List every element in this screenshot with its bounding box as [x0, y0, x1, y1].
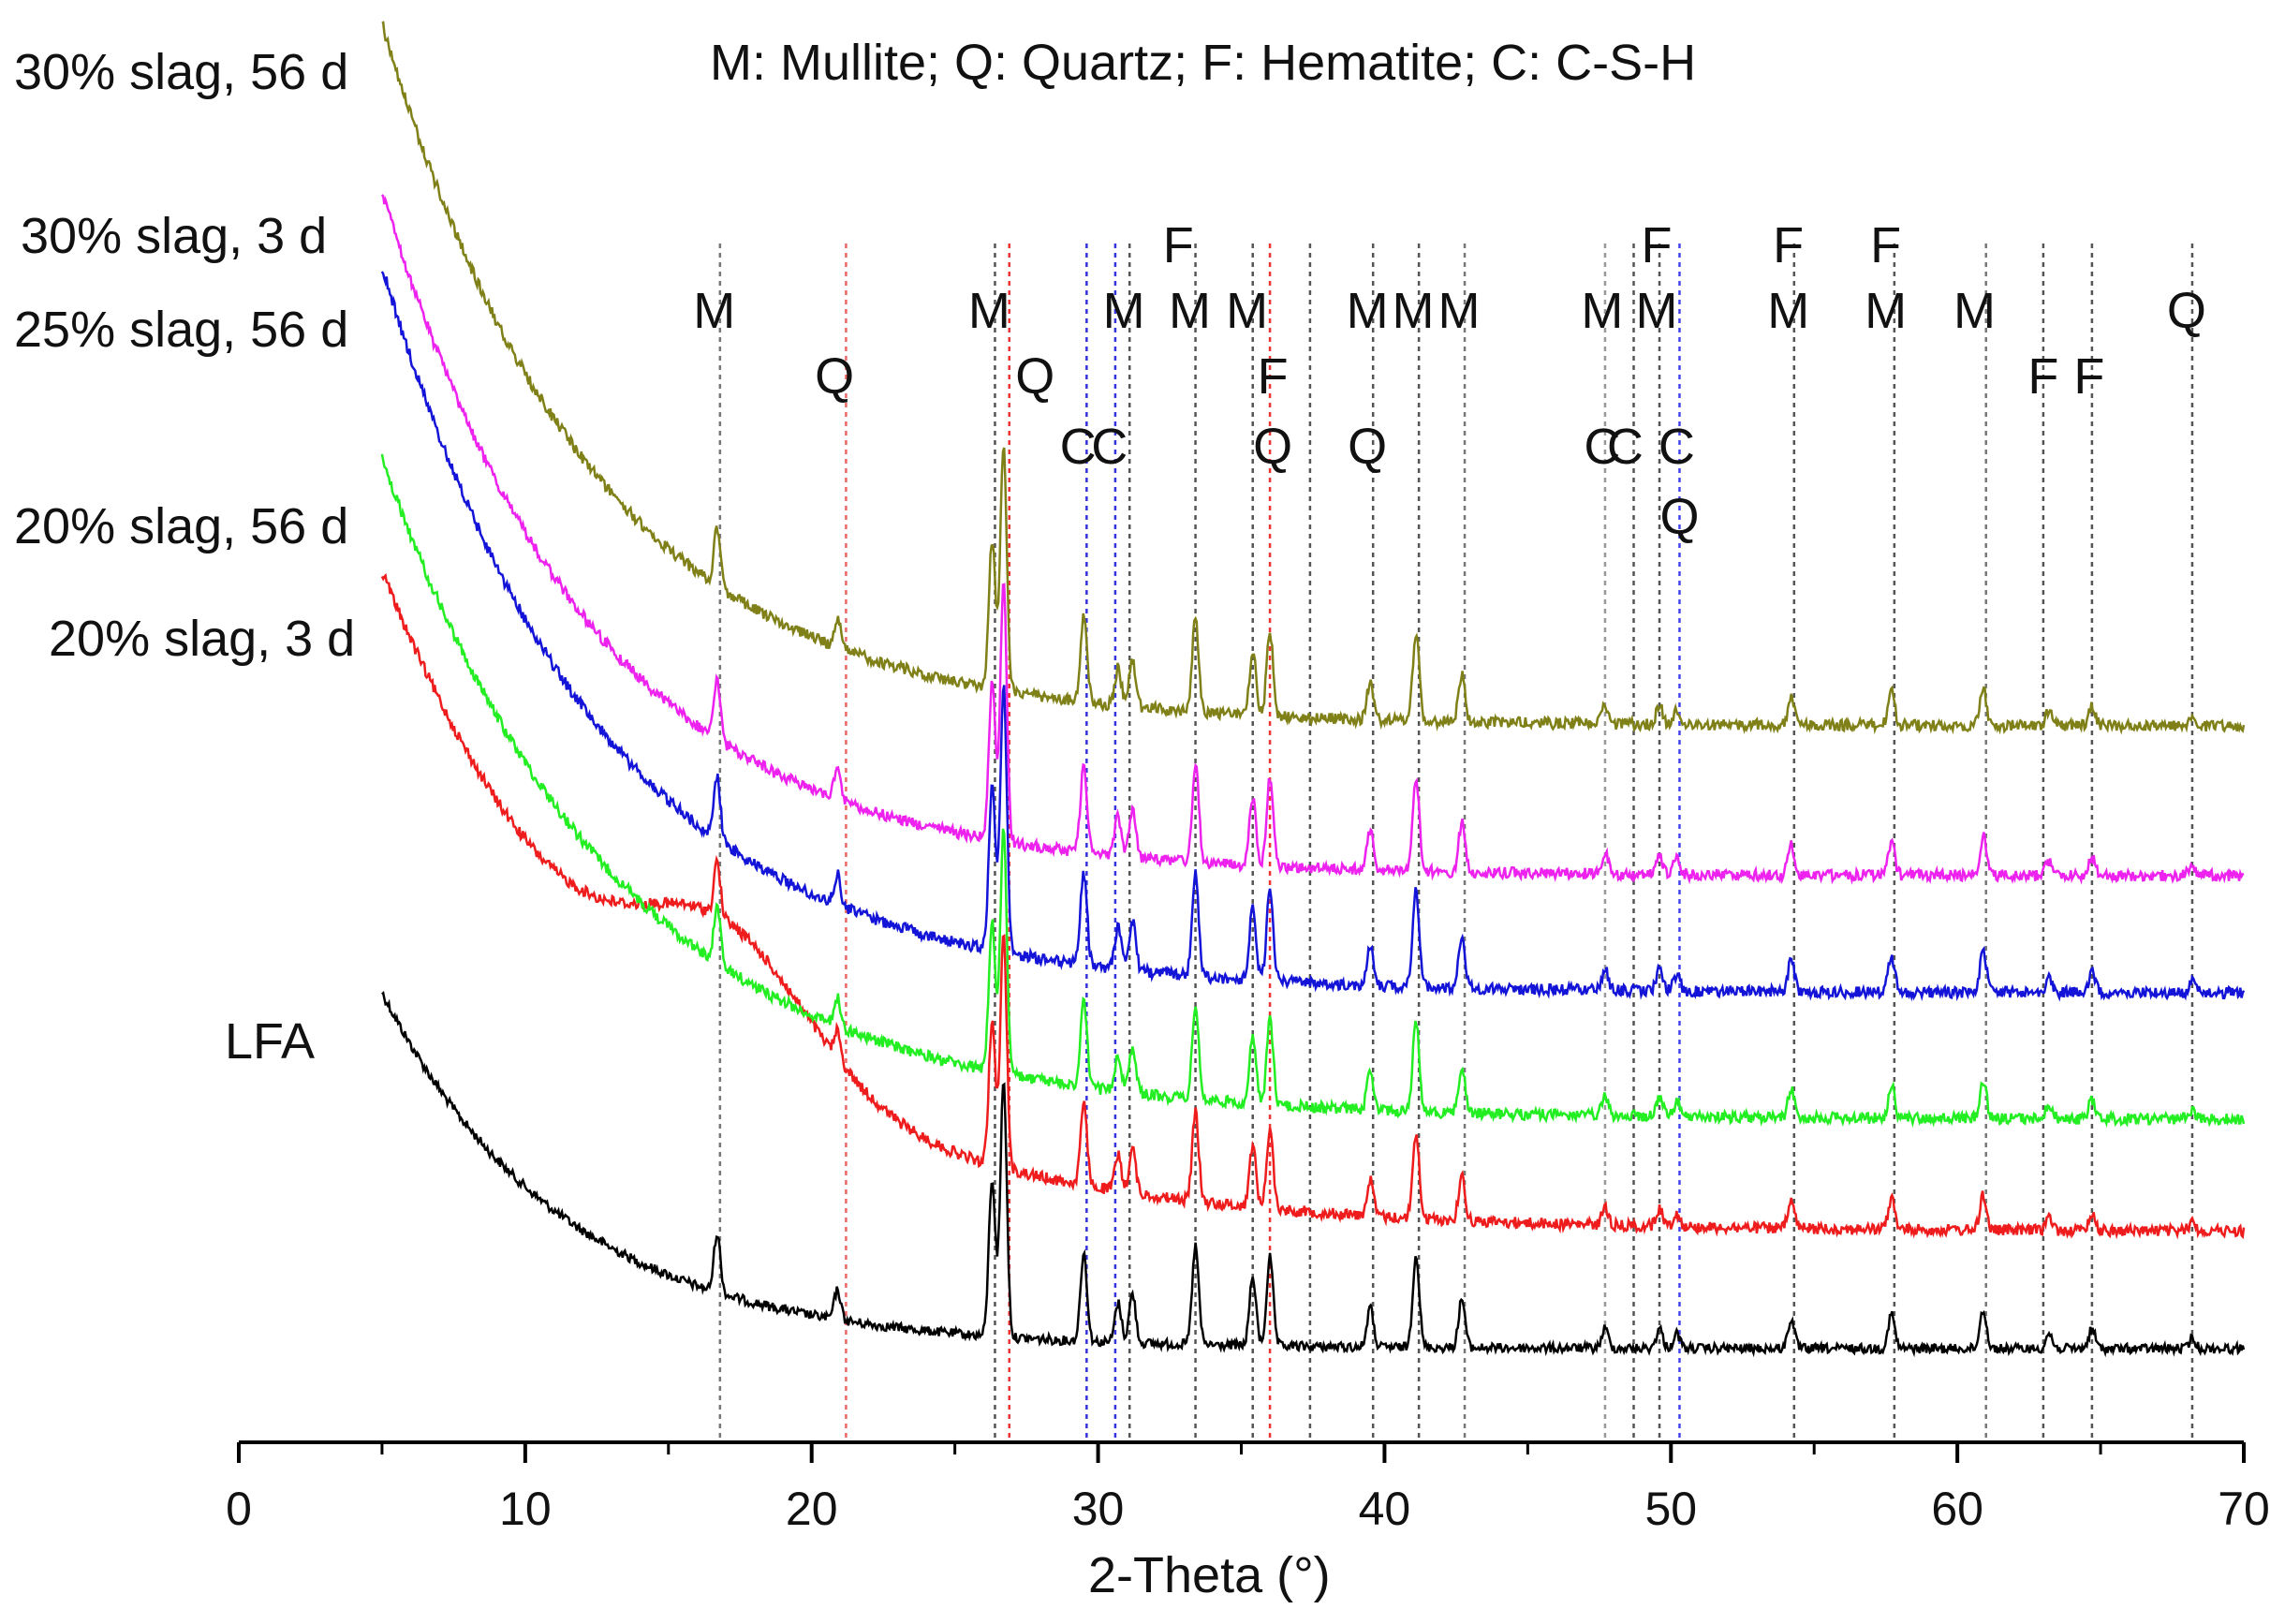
chart-title: M: Mullite; Q: Quartz; F: Hematite; C: C… — [710, 35, 1696, 91]
peak-label: F — [1773, 217, 1804, 273]
peak-label: F — [1870, 217, 1901, 273]
peak-label: M — [1393, 283, 1435, 339]
series-label-30-slag-3d: 30% slag, 3 d — [21, 208, 327, 264]
peak-label: M — [1169, 283, 1211, 339]
peak-label: C — [1584, 419, 1620, 475]
peak-label: M — [1581, 283, 1623, 339]
peak-label: C — [1658, 419, 1695, 475]
peak-label: Q — [1348, 419, 1387, 475]
peak-label: M — [1347, 283, 1389, 339]
peak-label: M — [1226, 283, 1268, 339]
series-20-slag-56-d — [380, 453, 2246, 1129]
series-label-20-slag-56d: 20% slag, 56 d — [14, 498, 348, 554]
x-tick-label: 70 — [2218, 1483, 2270, 1535]
series-label-lfa: LFA — [225, 1013, 315, 1070]
series-30-slag-56-d — [381, 21, 2246, 735]
peak-label: M — [1953, 283, 1996, 339]
peak-label: Q — [1015, 348, 1054, 405]
peak-label: M — [1767, 283, 1809, 339]
peak-label: F — [1258, 348, 1289, 405]
peak-label: M — [1865, 283, 1907, 339]
peak-label: F — [1641, 217, 1672, 273]
peak-label: M — [1636, 283, 1678, 339]
series-lfa — [381, 990, 2246, 1358]
x-axis-ticks: 0 10 20 30 40 50 60 70 — [226, 1442, 2270, 1535]
series-25-slag-56-d — [380, 271, 2246, 1002]
peak-label: M — [968, 283, 1010, 339]
peak-label: M — [693, 283, 735, 339]
peak-label: F — [2027, 348, 2058, 405]
x-tick-label: 30 — [1072, 1483, 1125, 1535]
x-tick-label: 0 — [226, 1483, 252, 1535]
series-20-slag-3-d — [380, 572, 2246, 1240]
peak-label: C — [1091, 419, 1128, 475]
x-axis-label: 2-Theta (°) — [1088, 1547, 1331, 1603]
peak-label: Q — [2167, 283, 2206, 339]
series-group — [380, 21, 2246, 1358]
peak-label: M — [1437, 283, 1480, 339]
series-label-20-slag-3d: 20% slag, 3 d — [49, 611, 355, 667]
series-30-slag-3-d — [380, 194, 2245, 885]
peak-label: Q — [1659, 489, 1699, 545]
peak-label: F — [2073, 348, 2104, 405]
x-tick-label: 20 — [786, 1483, 838, 1535]
series-label-25-slag-56d: 25% slag, 56 d — [14, 302, 348, 358]
peak-label: F — [1163, 217, 1194, 273]
peak-label: C — [1607, 419, 1644, 475]
series-labels: 30% slag, 56 d 30% slag, 3 d 25% slag, 5… — [14, 44, 355, 1070]
reference-lines — [718, 244, 2194, 1438]
peak-label: M — [1103, 283, 1145, 339]
x-tick-label: 50 — [1644, 1483, 1697, 1535]
series-label-30-slag-56d: 30% slag, 56 d — [14, 44, 348, 100]
peak-label: Q — [815, 348, 854, 405]
x-tick-label: 10 — [499, 1483, 552, 1535]
x-tick-label: 60 — [1931, 1483, 1983, 1535]
peak-label: Q — [1253, 419, 1292, 475]
x-tick-label: 40 — [1359, 1483, 1411, 1535]
peak-label: C — [1060, 419, 1097, 475]
